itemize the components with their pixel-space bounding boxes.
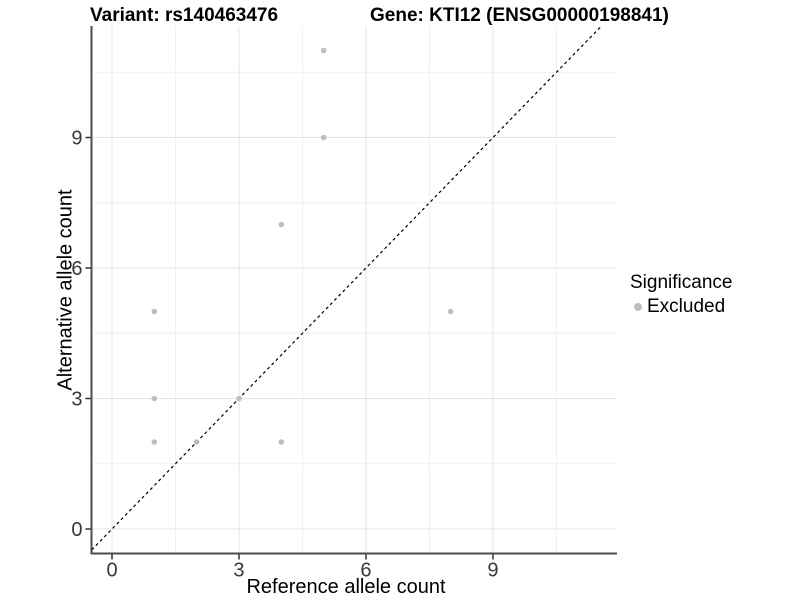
data-point <box>193 439 200 445</box>
data-point <box>278 439 285 445</box>
legend-key-dot-icon <box>634 303 642 311</box>
data-point <box>151 395 158 402</box>
legend-item-excluded: Excluded <box>630 296 732 318</box>
identity-dashed-line <box>91 25 602 551</box>
y-tick-label: 0 <box>71 519 82 541</box>
data-point <box>278 221 285 228</box>
y-axis-title: Alternative allele count <box>54 189 77 391</box>
plot-title-gene: Gene: KTI12 (ENSG00000198841) <box>370 5 669 26</box>
legend: Significance Excluded <box>630 272 732 318</box>
data-point <box>320 134 327 141</box>
data-point <box>151 439 158 445</box>
x-tick-label: 0 <box>106 560 117 582</box>
x-tick-label: 6 <box>360 560 371 582</box>
y-tick-label: 3 <box>71 389 82 411</box>
plot-title-variant: Variant: rs140463476 <box>90 5 279 26</box>
data-point <box>447 308 454 315</box>
data-point <box>151 308 158 315</box>
y-tick-label: 6 <box>71 258 82 280</box>
data-point <box>320 47 327 54</box>
legend-item-label: Excluded <box>647 296 726 317</box>
legend-title: Significance <box>630 272 733 293</box>
x-axis-title: Reference allele count <box>246 576 446 598</box>
x-tick-label: 9 <box>487 560 498 582</box>
x-tick-label: 3 <box>233 560 244 582</box>
y-tick-label: 9 <box>71 128 82 150</box>
data-point <box>236 395 242 402</box>
